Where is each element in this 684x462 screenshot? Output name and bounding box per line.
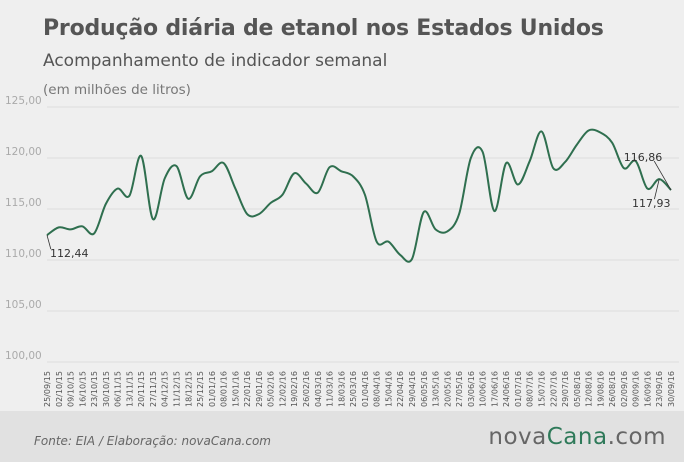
x-tick-label: 02/10/15 <box>55 371 64 407</box>
x-tick-label: 25/09/15 <box>43 371 52 407</box>
y-tick-label: 120,00 <box>5 146 42 158</box>
x-tick-label: 26/02/16 <box>302 371 311 407</box>
x-tick-label: 19/02/16 <box>290 371 299 407</box>
x-tick-label: 16/10/15 <box>78 371 87 407</box>
x-tick-label: 15/07/16 <box>537 371 546 407</box>
x-tick-label: 11/03/16 <box>326 371 335 407</box>
x-tick-label: 13/11/15 <box>125 371 134 407</box>
x-tick-label: 23/10/15 <box>90 371 99 407</box>
annotation-label: 116,86 <box>624 151 663 164</box>
x-tick-label: 02/09/16 <box>620 371 629 407</box>
data-points <box>46 129 672 260</box>
series-line <box>46 128 672 263</box>
x-tick-label: 23/09/16 <box>655 371 664 407</box>
novacana-logo[interactable]: novaCana.com <box>488 424 666 450</box>
x-tick-label: 12/08/16 <box>585 371 594 407</box>
y-tick-label: 105,00 <box>5 299 42 311</box>
x-tick-label: 03/06/16 <box>467 371 476 407</box>
y-axis-ticks: 100,00 105,00 110,00 115,00 120,00 125,00 <box>5 95 42 362</box>
annotations: 112,44 117,93 116,86 <box>46 151 672 260</box>
x-tick-label: 05/08/16 <box>573 371 582 407</box>
x-tick-label: 25/03/16 <box>349 371 358 407</box>
x-tick-label: 05/02/16 <box>267 371 276 407</box>
x-tick-label: 27/11/15 <box>149 371 158 407</box>
y-tick-label: 125,00 <box>5 95 42 107</box>
x-tick-label: 04/03/16 <box>314 371 323 407</box>
y-tick-label: 110,00 <box>5 248 42 260</box>
x-tick-label: 20/05/16 <box>443 371 452 407</box>
grid-lines <box>47 106 679 363</box>
chart-title: Produção diária de etanol nos Estados Un… <box>43 16 604 41</box>
x-tick-label: 18/03/16 <box>337 371 346 407</box>
annotation-leader <box>654 179 660 200</box>
x-tick-label: 30/09/16 <box>667 371 676 407</box>
x-tick-label: 06/11/15 <box>114 371 123 407</box>
x-tick-label: 29/01/16 <box>255 371 264 407</box>
y-tick-label: 115,00 <box>5 197 42 209</box>
logo-part-cana: Cana <box>546 424 608 450</box>
x-tick-label: 29/07/16 <box>561 371 570 407</box>
logo-part-nova: nova <box>488 424 547 450</box>
annotation-label: 117,93 <box>632 197 671 210</box>
chart-subtitle: Acompanhamento de indicador semanal <box>43 51 388 71</box>
x-tick-label: 09/10/15 <box>67 371 76 407</box>
x-tick-label: 13/05/16 <box>432 371 441 407</box>
x-tick-label: 08/07/16 <box>526 371 535 407</box>
x-tick-label: 16/09/16 <box>643 371 652 407</box>
unit-label: (em milhões de litros) <box>43 82 191 98</box>
x-tick-label: 09/09/16 <box>632 371 641 407</box>
line-chart: 100,00 105,00 110,00 115,00 120,00 125,00 25/… <box>5 95 679 407</box>
x-tick-label: 27/05/16 <box>455 371 464 407</box>
x-tick-label: 22/01/16 <box>243 371 252 407</box>
x-tick-label: 17/06/16 <box>490 371 499 407</box>
x-tick-label: 06/05/16 <box>420 371 429 407</box>
x-tick-label: 22/07/16 <box>549 371 558 407</box>
x-tick-label: 26/08/16 <box>608 371 617 407</box>
logo-part-com: .com <box>607 424 666 450</box>
x-tick-label: 15/04/16 <box>384 371 393 407</box>
x-tick-label: 20/11/15 <box>137 371 146 407</box>
x-tick-label: 15/01/16 <box>231 371 240 407</box>
y-tick-label: 100,00 <box>5 350 42 362</box>
x-tick-label: 01/07/16 <box>514 371 523 407</box>
x-tick-label: 19/08/16 <box>596 371 605 407</box>
x-tick-label: 11/12/15 <box>173 371 182 407</box>
x-tick-label: 10/06/16 <box>479 371 488 407</box>
annotation-leader <box>653 160 672 191</box>
x-tick-label: 01/01/16 <box>208 371 217 407</box>
annotation-leader <box>46 235 52 250</box>
x-tick-label: 08/04/16 <box>373 371 382 407</box>
x-tick-label: 22/04/16 <box>396 371 405 407</box>
x-tick-label: 30/10/15 <box>102 371 111 407</box>
annotation-label: 112,44 <box>50 247 89 260</box>
x-tick-label: 12/02/16 <box>278 371 287 407</box>
x-tick-label: 08/01/16 <box>220 371 229 407</box>
x-tick-label: 18/12/15 <box>184 371 193 407</box>
x-tick-label: 01/04/16 <box>361 371 370 407</box>
x-tick-label: 04/12/15 <box>161 371 170 407</box>
x-tick-label: 29/04/16 <box>408 371 417 407</box>
x-axis-ticks: 25/09/15 02/10/15 09/10/15 16/10/15 23/10/15… <box>43 371 676 407</box>
footer: Fonte: EIA / Elaboração: novaCana.com no… <box>0 411 684 462</box>
source-note: Fonte: EIA / Elaboração: novaCana.com <box>34 434 271 448</box>
x-tick-label: 25/12/15 <box>196 371 205 407</box>
x-tick-label: 24/06/16 <box>502 371 511 407</box>
